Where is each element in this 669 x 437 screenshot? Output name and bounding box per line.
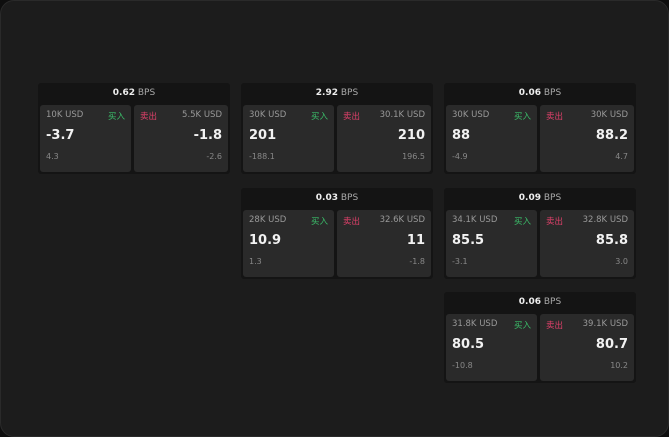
buy-button[interactable]: 30K USD 买入 201 -188.1: [243, 105, 334, 172]
buy-size: 30K USD: [452, 110, 490, 120]
spread-value: 0.09: [518, 193, 541, 203]
spread-unit: BPS: [137, 88, 156, 98]
buy-price: 88: [452, 128, 471, 143]
quote-panel: 0.06 BPS 30K USD 买入 88 -4.9 卖出 30K USD 88.…: [444, 83, 636, 174]
buy-label: 买入: [513, 217, 531, 227]
sell-label: 卖出: [140, 112, 158, 122]
buy-size: 28K USD: [249, 215, 287, 225]
sell-size: 32.6K USD: [379, 215, 425, 225]
sell-button[interactable]: 卖出 30K USD 88.2 4.7: [540, 105, 634, 172]
sell-change: -2.6: [206, 152, 222, 161]
sell-price: 85.8: [595, 233, 628, 248]
quote-panel: 2.92 BPS 30K USD 买入 201 -188.1 卖出 30.1K US…: [241, 83, 433, 174]
sell-size: 30.1K USD: [379, 110, 425, 120]
spread-header: 0.06 BPS: [444, 292, 636, 313]
buy-button[interactable]: 31.8K USD 买入 80.5 -10.8: [446, 314, 537, 381]
sell-button[interactable]: 卖出 39.1K USD 80.7 10.2: [540, 314, 634, 381]
sell-change: 4.7: [615, 152, 628, 161]
buy-button[interactable]: 10K USD 买入 -3.7 4.3: [40, 105, 131, 172]
spread-unit: BPS: [543, 297, 562, 307]
spread-header: 0.09 BPS: [444, 188, 636, 209]
quote-panel: 0.09 BPS 34.1K USD 买入 85.5 -3.1 卖出 32.8K U…: [444, 188, 636, 279]
buy-size: 34.1K USD: [452, 215, 498, 225]
buy-change: -3.1: [452, 257, 468, 266]
buy-price: 80.5: [452, 337, 485, 352]
spread-value: 0.06: [518, 297, 541, 307]
spread-unit: BPS: [340, 88, 359, 98]
sell-size: 5.5K USD: [182, 110, 222, 120]
quote-panel: 0.62 BPS 10K USD 买入 -3.7 4.3 卖出 5.5K USD -…: [38, 83, 230, 174]
sell-label: 卖出: [546, 217, 564, 227]
sell-change: 10.2: [610, 361, 628, 370]
sell-button[interactable]: 卖出 5.5K USD -1.8 -2.6: [134, 105, 228, 172]
buy-price: -3.7: [46, 128, 75, 143]
sell-size: 39.1K USD: [582, 319, 628, 329]
spread-header: 0.62 BPS: [38, 83, 230, 104]
spread-header: 0.03 BPS: [241, 188, 433, 209]
sell-button[interactable]: 卖出 30.1K USD 210 196.5: [337, 105, 431, 172]
sell-label: 卖出: [343, 112, 361, 122]
spread-unit: BPS: [543, 193, 562, 203]
sell-size: 32.8K USD: [582, 215, 628, 225]
buy-label: 买入: [513, 112, 531, 122]
buy-price: 10.9: [249, 233, 282, 248]
sell-price: 210: [397, 128, 425, 143]
sell-size: 30K USD: [590, 110, 628, 120]
sell-label: 卖出: [546, 321, 564, 331]
buy-button[interactable]: 28K USD 买入 10.9 1.3: [243, 210, 334, 277]
sell-price: 80.7: [595, 337, 628, 352]
buy-change: 4.3: [46, 152, 59, 161]
spread-unit: BPS: [543, 88, 562, 98]
buy-label: 买入: [310, 112, 328, 122]
buy-label: 买入: [310, 217, 328, 227]
buy-price: 201: [249, 128, 277, 143]
quote-panel: 0.03 BPS 28K USD 买入 10.9 1.3 卖出 32.6K USD …: [241, 188, 433, 279]
sell-label: 卖出: [546, 112, 564, 122]
sell-button[interactable]: 卖出 32.6K USD 11 -1.8: [337, 210, 431, 277]
buy-label: 买入: [107, 112, 125, 122]
buy-change: -188.1: [249, 152, 275, 161]
buy-size: 31.8K USD: [452, 319, 498, 329]
sell-change: 3.0: [615, 257, 628, 266]
buy-change: -4.9: [452, 152, 468, 161]
spread-header: 2.92 BPS: [241, 83, 433, 104]
sell-label: 卖出: [343, 217, 361, 227]
sell-price: -1.8: [193, 128, 222, 143]
spread-value: 2.92: [315, 88, 338, 98]
sell-price: 11: [406, 233, 425, 248]
spread-unit: BPS: [340, 193, 359, 203]
quote-panel: 0.06 BPS 31.8K USD 买入 80.5 -10.8 卖出 39.1K …: [444, 292, 636, 383]
sell-change: 196.5: [402, 152, 425, 161]
buy-label: 买入: [513, 321, 531, 331]
buy-change: 1.3: [249, 257, 262, 266]
spread-value: 0.06: [518, 88, 541, 98]
sell-change: -1.8: [409, 257, 425, 266]
spread-value: 0.03: [315, 193, 338, 203]
buy-button[interactable]: 30K USD 买入 88 -4.9: [446, 105, 537, 172]
sell-button[interactable]: 卖出 32.8K USD 85.8 3.0: [540, 210, 634, 277]
spread-value: 0.62: [112, 88, 135, 98]
buy-button[interactable]: 34.1K USD 买入 85.5 -3.1: [446, 210, 537, 277]
buy-size: 10K USD: [46, 110, 84, 120]
buy-price: 85.5: [452, 233, 485, 248]
sell-price: 88.2: [595, 128, 628, 143]
buy-size: 30K USD: [249, 110, 287, 120]
spread-header: 0.06 BPS: [444, 83, 636, 104]
buy-change: -10.8: [452, 361, 473, 370]
